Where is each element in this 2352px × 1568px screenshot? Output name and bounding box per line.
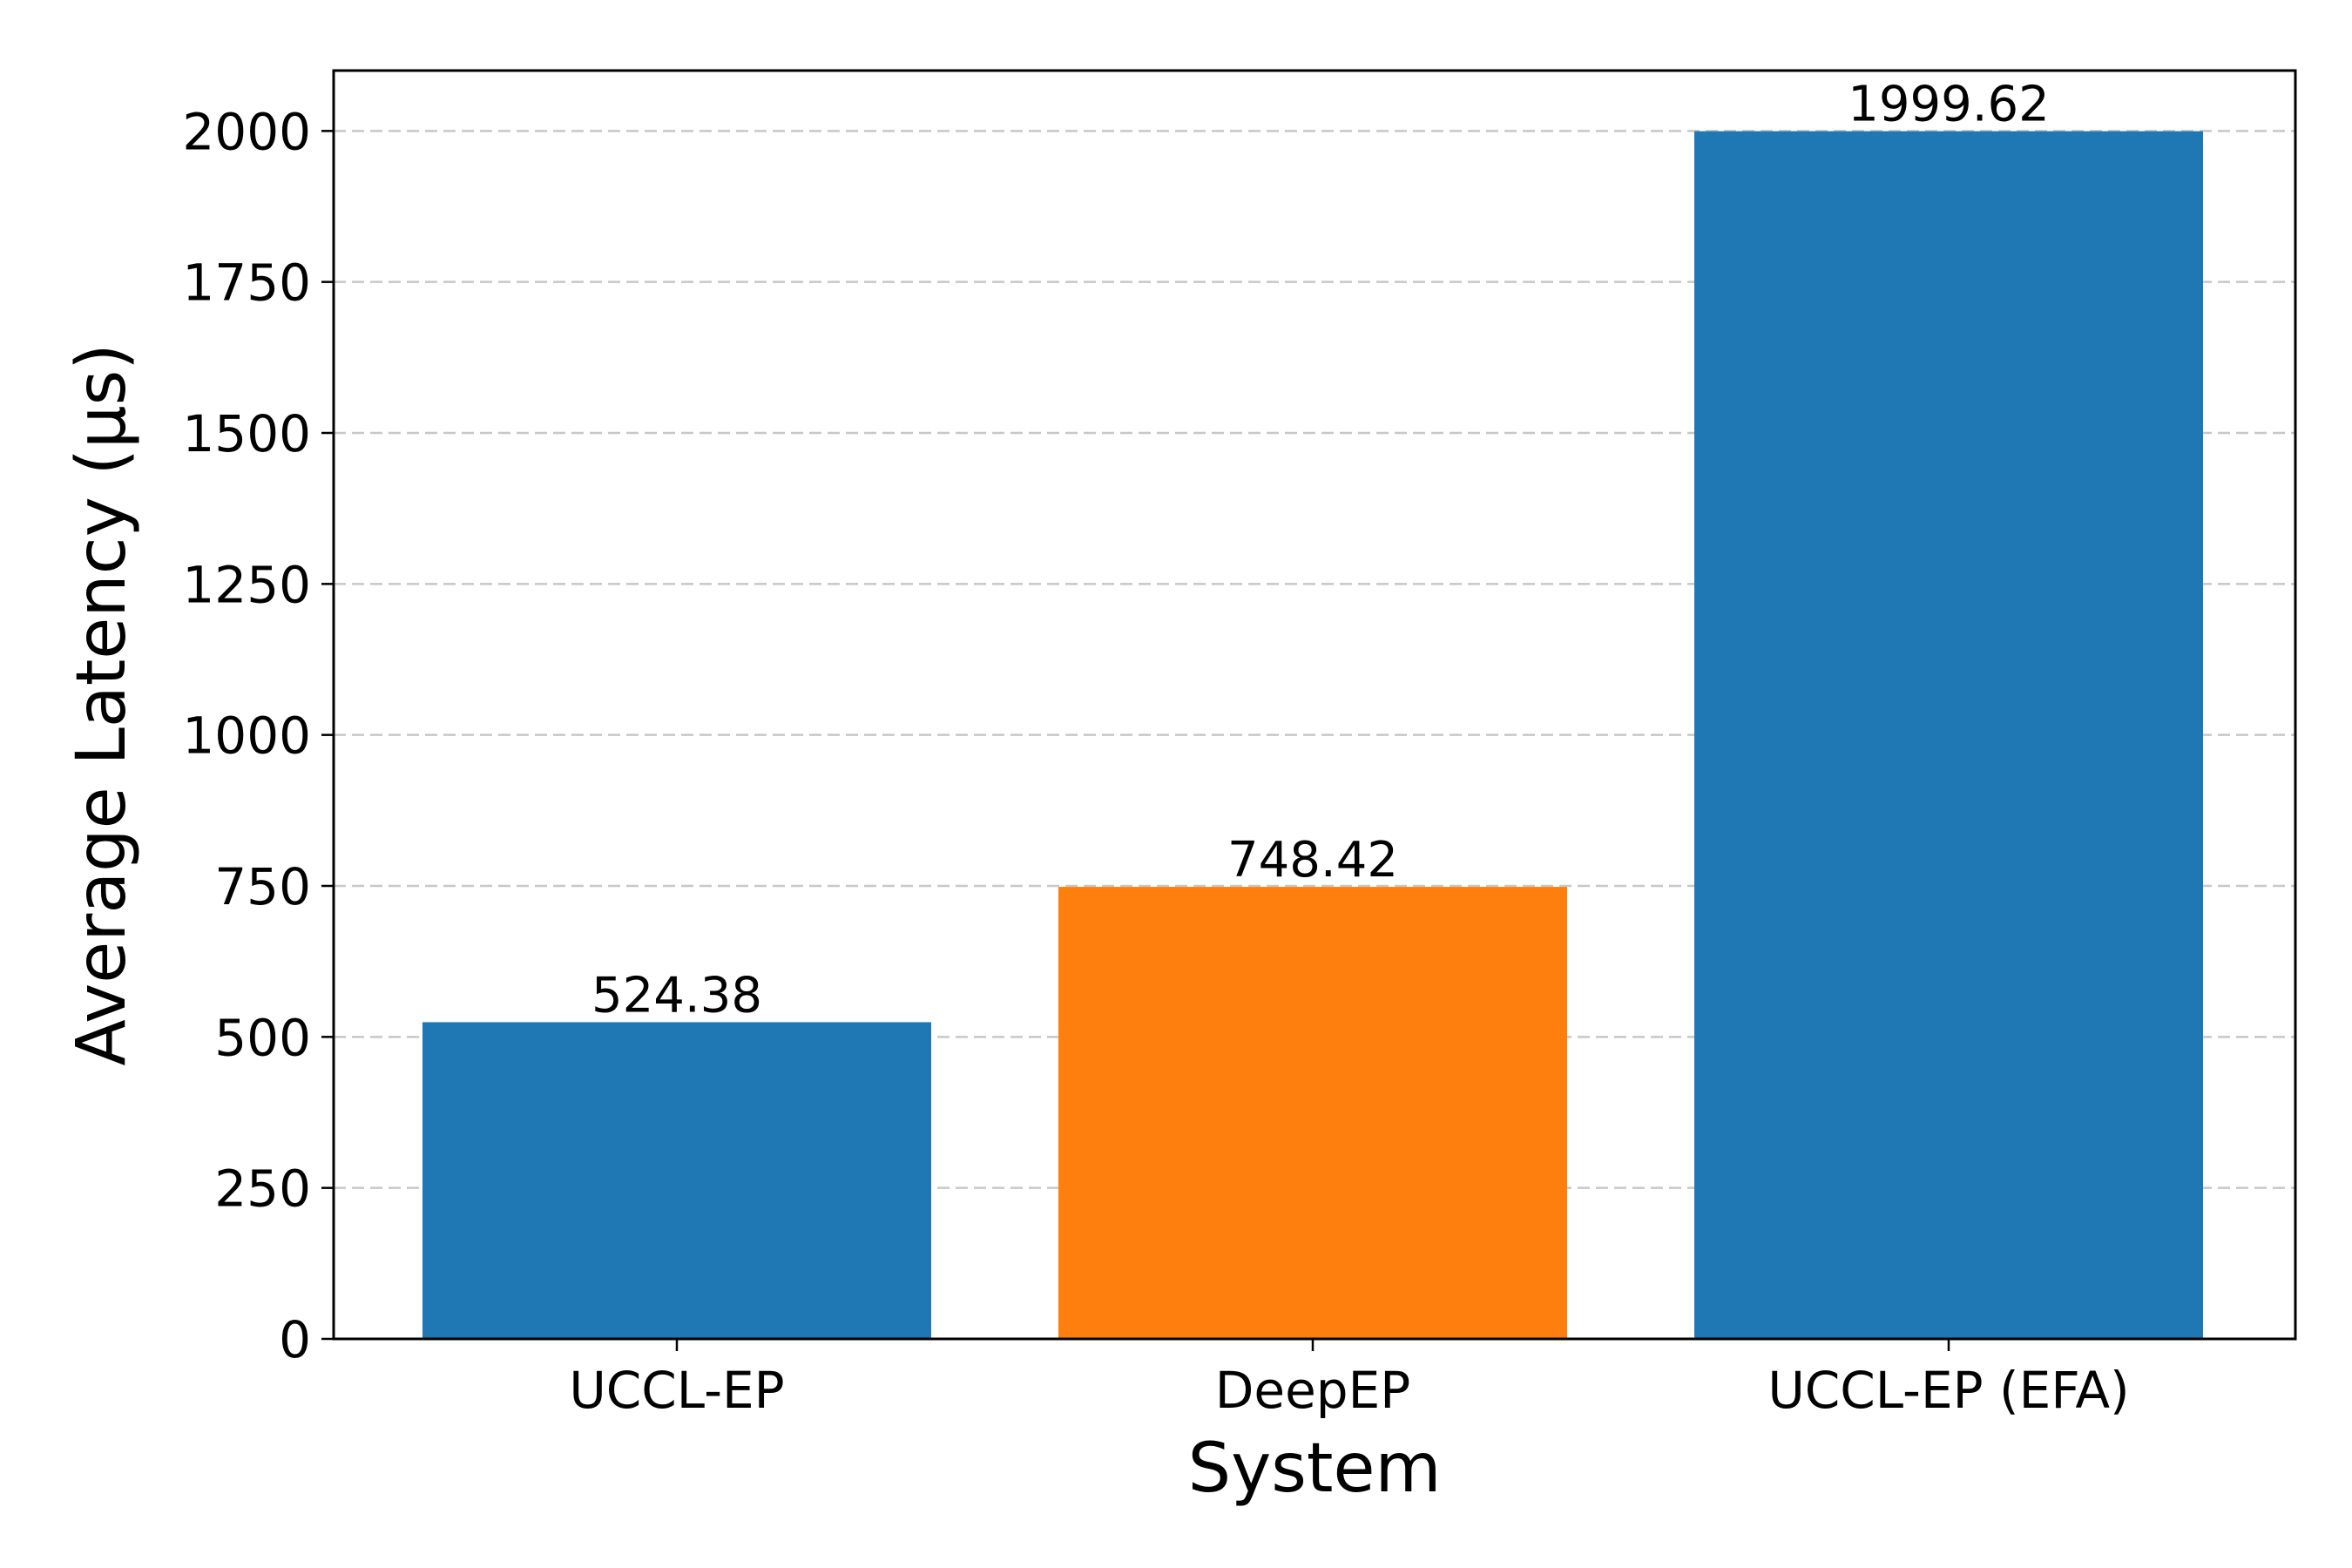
y-tick-label: 1500 [182,404,311,463]
x-axis-ticks: UCCL-EP DeepEP UCCL-EP (EFA) [569,1339,2130,1420]
x-tick-label: UCCL-EP (EFA) [1767,1361,2129,1420]
y-tick-label: 1000 [182,706,311,766]
x-axis-title: System [1188,1429,1442,1508]
y-tick-label: 0 [279,1310,311,1369]
y-tick-label: 1750 [182,253,311,313]
y-tick-label: 500 [214,1008,311,1067]
data-label: 1999.62 [1848,77,2050,133]
x-tick-label: UCCL-EP [569,1361,784,1420]
data-labels: 524.38 748.42 1999.62 [591,77,2050,1024]
y-tick-label: 750 [214,857,311,916]
y-axis-title: Average Latency (µs) [63,343,141,1065]
data-label: 524.38 [591,967,762,1024]
y-tick-label: 2000 [182,102,311,161]
x-tick-label: DeepEP [1215,1361,1410,1420]
bar [1694,131,2203,1339]
y-axis-ticks: 0 250 500 750 1000 1250 1500 1750 2000 [182,102,334,1369]
data-label: 748.42 [1227,832,1398,889]
plot-frame [332,69,2297,1341]
bar [422,1022,931,1339]
y-tick-label: 1250 [182,555,311,614]
bars [422,131,2203,1339]
bar [1058,887,1567,1339]
y-tick-label: 250 [214,1159,311,1219]
